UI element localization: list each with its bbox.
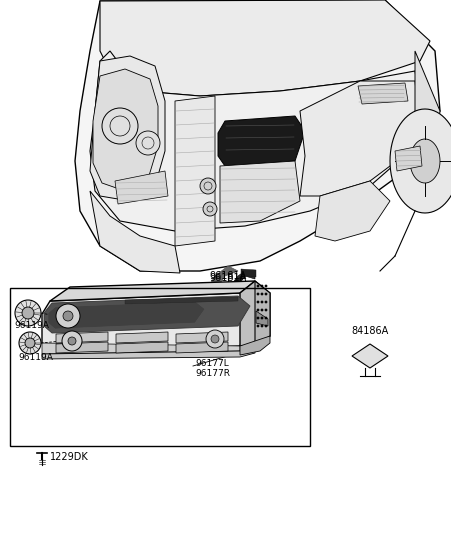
Polygon shape bbox=[48, 301, 205, 329]
Circle shape bbox=[265, 285, 267, 287]
Polygon shape bbox=[358, 83, 408, 104]
Circle shape bbox=[261, 309, 263, 311]
Polygon shape bbox=[75, 0, 440, 271]
Bar bbox=[180, 213, 200, 225]
Polygon shape bbox=[240, 281, 270, 346]
Polygon shape bbox=[300, 81, 418, 196]
Text: 96119A: 96119A bbox=[14, 321, 49, 331]
Circle shape bbox=[265, 317, 267, 319]
Polygon shape bbox=[240, 336, 270, 355]
Polygon shape bbox=[203, 271, 255, 321]
Circle shape bbox=[265, 309, 267, 311]
Circle shape bbox=[206, 330, 224, 348]
Polygon shape bbox=[415, 51, 440, 151]
Circle shape bbox=[257, 317, 259, 319]
Circle shape bbox=[261, 301, 263, 303]
Circle shape bbox=[63, 311, 73, 321]
Polygon shape bbox=[176, 342, 228, 353]
Text: 84186A: 84186A bbox=[351, 326, 389, 336]
Circle shape bbox=[261, 293, 263, 295]
Circle shape bbox=[56, 304, 80, 328]
Polygon shape bbox=[220, 161, 300, 223]
Bar bbox=[10, 288, 310, 446]
Circle shape bbox=[261, 285, 263, 287]
Text: 1229DK: 1229DK bbox=[50, 452, 89, 462]
Circle shape bbox=[257, 293, 259, 295]
Circle shape bbox=[62, 331, 82, 351]
Circle shape bbox=[257, 309, 259, 311]
Circle shape bbox=[261, 325, 263, 327]
Circle shape bbox=[15, 300, 41, 326]
Polygon shape bbox=[125, 297, 238, 304]
Circle shape bbox=[136, 131, 160, 155]
Circle shape bbox=[19, 332, 41, 354]
Text: 96119A: 96119A bbox=[18, 353, 53, 361]
Polygon shape bbox=[44, 296, 250, 333]
Polygon shape bbox=[176, 332, 228, 343]
Circle shape bbox=[200, 178, 216, 194]
Circle shape bbox=[257, 301, 259, 303]
Circle shape bbox=[265, 325, 267, 327]
Polygon shape bbox=[395, 146, 422, 171]
Polygon shape bbox=[56, 342, 108, 353]
Polygon shape bbox=[199, 269, 256, 323]
Polygon shape bbox=[170, 266, 238, 331]
Circle shape bbox=[265, 293, 267, 295]
Polygon shape bbox=[218, 116, 305, 166]
Text: 96181A: 96181A bbox=[209, 273, 247, 283]
Polygon shape bbox=[90, 191, 180, 273]
Polygon shape bbox=[100, 0, 430, 96]
Polygon shape bbox=[255, 281, 270, 346]
Polygon shape bbox=[90, 56, 165, 201]
Circle shape bbox=[22, 307, 34, 319]
Circle shape bbox=[25, 338, 35, 348]
Polygon shape bbox=[175, 96, 215, 246]
Polygon shape bbox=[390, 109, 451, 213]
Polygon shape bbox=[42, 293, 255, 354]
Circle shape bbox=[265, 301, 267, 303]
Polygon shape bbox=[315, 181, 390, 241]
Polygon shape bbox=[42, 343, 240, 354]
Circle shape bbox=[102, 108, 138, 144]
Circle shape bbox=[211, 335, 219, 343]
Polygon shape bbox=[115, 171, 168, 204]
Polygon shape bbox=[50, 281, 255, 301]
Polygon shape bbox=[116, 342, 168, 353]
Polygon shape bbox=[116, 332, 168, 343]
Text: 96177L: 96177L bbox=[195, 359, 229, 367]
Circle shape bbox=[261, 317, 263, 319]
Polygon shape bbox=[56, 332, 108, 343]
Polygon shape bbox=[42, 346, 255, 359]
Polygon shape bbox=[410, 139, 440, 183]
Circle shape bbox=[203, 202, 217, 216]
Text: 96181A: 96181A bbox=[209, 271, 247, 281]
Circle shape bbox=[257, 325, 259, 327]
Circle shape bbox=[68, 337, 76, 345]
Text: 96177R: 96177R bbox=[195, 368, 230, 378]
Polygon shape bbox=[90, 51, 420, 231]
Polygon shape bbox=[352, 344, 388, 368]
Polygon shape bbox=[93, 69, 158, 191]
Circle shape bbox=[257, 285, 259, 287]
Polygon shape bbox=[256, 311, 268, 326]
